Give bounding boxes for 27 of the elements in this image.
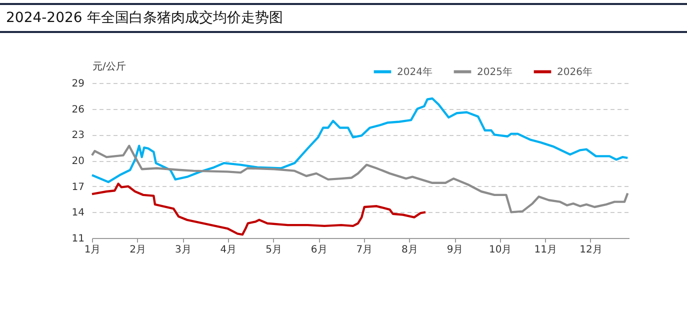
- chart-title: 2024-2026 年全国白条猪肉成交均价走势图: [0, 3, 687, 33]
- x-tick-label: 11月: [534, 244, 558, 256]
- x-tick-label: 7月: [356, 244, 373, 256]
- y-tick-label: 17: [72, 182, 84, 193]
- line-series: [90, 97, 629, 184]
- legend-label: 2025年: [477, 66, 512, 78]
- x-tick-label: 10月: [488, 244, 512, 256]
- y-tick-label: 29: [72, 78, 84, 90]
- line-series: [90, 144, 629, 214]
- x-tick-label: 3月: [174, 244, 192, 256]
- y-tick-label: 20: [72, 156, 84, 167]
- y-tick-label: 23: [72, 130, 84, 142]
- x-tick-label: 2月: [130, 244, 146, 256]
- y-axis-title: 元/公斤: [92, 60, 126, 72]
- y-tick-label: 11: [72, 234, 84, 244]
- x-tick-label: 1月: [84, 244, 101, 256]
- legend-label: 2026年: [557, 66, 592, 78]
- y-tick-label: 26: [72, 104, 84, 116]
- y-tick-label: 14: [72, 208, 84, 219]
- line-series: [90, 182, 427, 236]
- legend-label: 2024年: [397, 66, 432, 78]
- x-tick-label: 8月: [402, 244, 418, 256]
- x-tick-label: 4月: [220, 244, 237, 256]
- x-tick-label: 9月: [446, 244, 464, 256]
- x-tick-label: 5月: [266, 244, 282, 256]
- x-tick-label: 6月: [310, 244, 328, 256]
- x-tick-label: 12月: [580, 244, 602, 256]
